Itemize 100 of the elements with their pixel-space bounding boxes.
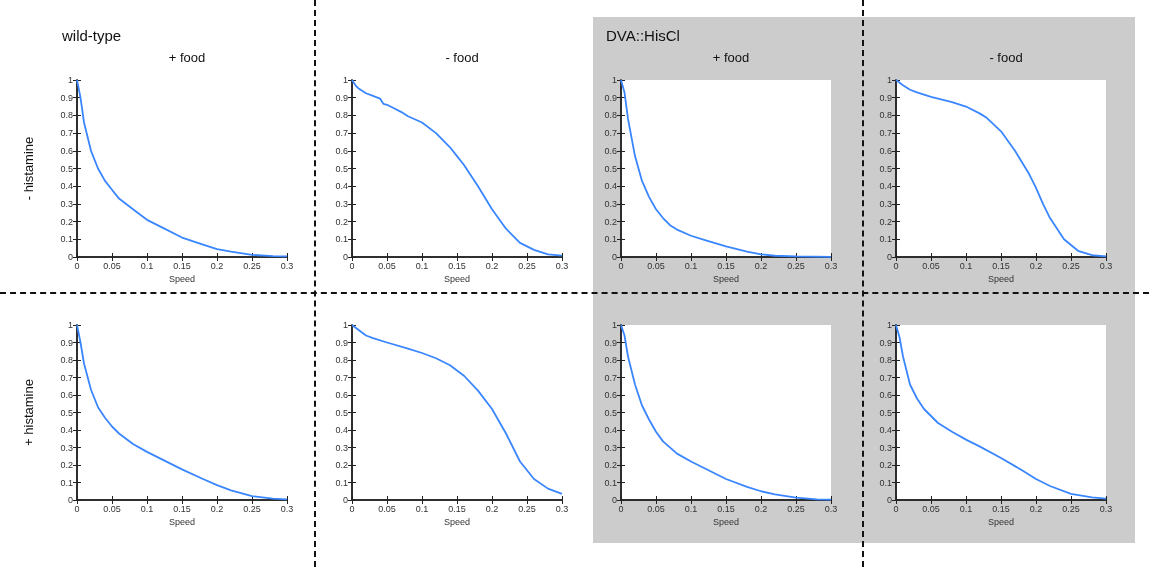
y-tick-label: 1 <box>886 320 892 330</box>
x-axis-title: Speed <box>443 274 471 285</box>
x-tick-label: 0.15 <box>992 260 1010 271</box>
x-tick-label: 0 <box>618 503 624 514</box>
line-series <box>620 79 832 258</box>
y-tick-label: 1 <box>342 75 348 85</box>
chart-title: - food <box>989 50 1023 65</box>
y-tick-label: 0.7 <box>335 128 348 139</box>
x-tick-label: 0.2 <box>754 260 768 271</box>
y-tick-label: 0.2 <box>60 216 73 227</box>
x-tick-label: 0.25 <box>1062 503 1080 514</box>
y-tick-label: 0.8 <box>604 110 617 121</box>
x-tick-label: 0.1 <box>959 260 973 271</box>
y-tick-label: 0.9 <box>335 92 348 103</box>
y-tick-label: 0.5 <box>604 163 617 174</box>
y-tick-label: 0.1 <box>60 477 73 488</box>
y-tick-label: 0.5 <box>879 163 892 174</box>
line-series <box>76 79 288 258</box>
x-tick-label: 0.05 <box>922 260 940 271</box>
x-tick-label: 0.1 <box>415 503 429 514</box>
y-tick-label: 0.4 <box>60 181 73 192</box>
y-tick-label: 0.9 <box>604 92 617 103</box>
y-tick-label: 0.5 <box>335 163 348 174</box>
x-axis-title: Speed <box>987 517 1015 528</box>
y-tick-label: 0.1 <box>335 234 348 245</box>
x-tick-label: 0.25 <box>518 260 536 271</box>
y-tick-label: 0.5 <box>60 163 73 174</box>
y-tick-label: 0.1 <box>879 477 892 488</box>
y-tick-label: 0.5 <box>879 407 892 418</box>
x-axis-title: Speed <box>987 274 1015 285</box>
x-tick-label: 0.15 <box>992 503 1010 514</box>
y-tick-label: 0.8 <box>604 355 617 365</box>
chart-title: + food <box>712 50 750 65</box>
x-tick-label: 0.2 <box>210 503 224 514</box>
y-tick-label: 0.2 <box>879 216 892 227</box>
x-tick-label: 0.2 <box>754 503 768 514</box>
x-tick-label: 0.25 <box>243 260 261 271</box>
y-tick-label: 0 <box>67 495 73 505</box>
x-tick-label: 0.1 <box>684 260 698 271</box>
x-tick-label: 0.1 <box>140 260 154 271</box>
x-tick-label: 0.25 <box>787 503 805 514</box>
y-tick-label: 0.6 <box>879 145 892 156</box>
x-tick-label: 0.15 <box>173 503 191 514</box>
x-tick-label: 0 <box>893 503 899 514</box>
y-tick-label: 0.6 <box>335 390 348 400</box>
y-tick-label: 0.3 <box>60 198 73 209</box>
x-tick-label: 0.05 <box>647 503 665 514</box>
x-tick-label: 0.3 <box>555 260 569 271</box>
x-tick-label: 0.3 <box>280 503 294 514</box>
y-tick-label: 0 <box>611 252 617 262</box>
y-tick-label: 0.3 <box>879 198 892 209</box>
y-tick-label: 0.5 <box>60 407 73 418</box>
x-tick-label: 0.25 <box>518 503 536 514</box>
y-tick-label: 1 <box>67 320 73 330</box>
y-tick-label: 0.9 <box>879 337 892 348</box>
y-tick-label: 0.6 <box>604 390 617 400</box>
x-tick-label: 0 <box>74 503 80 514</box>
y-tick-label: 0.3 <box>60 442 73 453</box>
y-tick-label: 1 <box>342 320 348 330</box>
y-tick-label: 0.7 <box>60 372 73 383</box>
y-tick-label: 0 <box>611 495 617 505</box>
x-tick-label: 0.15 <box>717 260 735 271</box>
x-tick-label: 0 <box>893 260 899 271</box>
x-axis-title: Speed <box>168 274 196 285</box>
y-tick-label: 0.7 <box>879 372 892 383</box>
y-tick-label: 0.3 <box>879 442 892 453</box>
x-tick-label: 0.3 <box>824 260 838 271</box>
y-tick-label: 0.2 <box>60 460 73 470</box>
x-tick-label: 0.2 <box>1029 503 1043 514</box>
y-tick-label: 0.2 <box>335 216 348 227</box>
y-tick-label: 0.9 <box>60 337 73 348</box>
x-tick-label: 0.1 <box>684 503 698 514</box>
y-tick-label: 0.9 <box>604 337 617 348</box>
x-tick-label: 0.15 <box>173 260 191 271</box>
x-tick-label: 0 <box>349 260 355 271</box>
text: wild-type <box>61 27 122 44</box>
y-tick-label: 0.7 <box>335 372 348 383</box>
y-tick-label: 0.2 <box>879 460 892 470</box>
x-tick-label: 0.3 <box>1099 503 1113 514</box>
x-tick-label: 0.15 <box>448 503 466 514</box>
y-axis-title: + histamine <box>21 379 36 446</box>
x-tick-label: 0.1 <box>959 503 973 514</box>
y-tick-label: 0.6 <box>60 145 73 156</box>
y-tick-label: 0.8 <box>335 110 348 121</box>
y-tick-label: 0.4 <box>335 425 348 435</box>
y-tick-label: 0.7 <box>60 128 73 139</box>
y-tick-label: 1 <box>611 75 617 85</box>
y-tick-label: 0.4 <box>604 425 617 435</box>
x-tick-label: 0.05 <box>103 503 121 514</box>
x-tick-label: 0.15 <box>448 260 466 271</box>
x-tick-label: 0.05 <box>378 260 396 271</box>
x-tick-label: 0.3 <box>280 260 294 271</box>
y-tick-label: 0.1 <box>604 477 617 488</box>
y-axis-title: - histamine <box>21 136 36 201</box>
x-tick-label: 0.25 <box>1062 260 1080 271</box>
line-series <box>76 324 288 501</box>
y-tick-label: 0.8 <box>879 110 892 121</box>
x-tick-label: 0.05 <box>103 260 121 271</box>
x-tick-label: 0.2 <box>1029 260 1043 271</box>
y-tick-label: 0.2 <box>604 216 617 227</box>
